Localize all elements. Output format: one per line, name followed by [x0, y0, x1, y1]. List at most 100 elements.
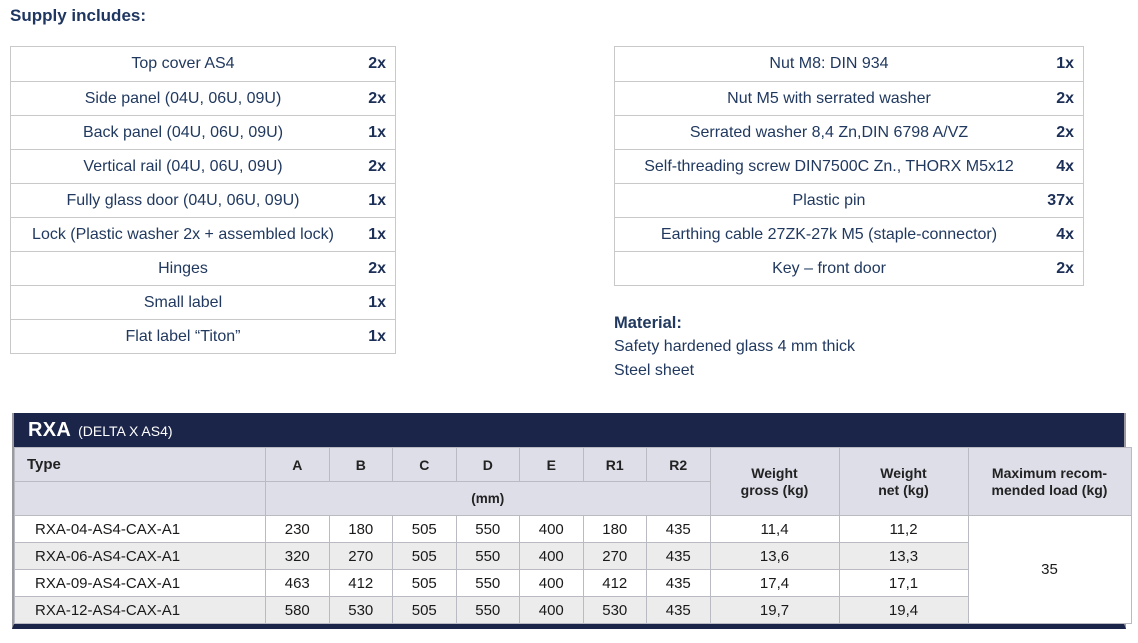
item-qty: 2x [368, 89, 386, 107]
table-row: RXA-06-AS4-CAX-A1 320 270 505 550 400 27… [14, 542, 1132, 570]
item-label: Fully glass door (04U, 06U, 09U) [66, 191, 300, 209]
list-item: Lock (Plastic washer 2x + assembled lock… [11, 217, 395, 251]
item-label: Key – front door [772, 259, 886, 277]
supply-list-right: Nut M8: DIN 934 1x Nut M5 with serrated … [614, 46, 1084, 286]
material-line: Steel sheet [614, 362, 695, 379]
cell-r1: 412 [582, 569, 647, 597]
item-label: Self-threading screw DIN7500C Zn., THORX… [644, 157, 1014, 175]
item-label: Hinges [158, 259, 208, 277]
spec-table-title: RXA [28, 419, 72, 441]
cell-a: 230 [265, 515, 330, 543]
cell-weight-gross: 19,7 [709, 596, 840, 624]
cell-a: 580 [265, 596, 330, 624]
col-header-max-load: Maximum recom- mended load (kg) [967, 447, 1132, 516]
item-qty: 1x [368, 293, 386, 311]
spec-data-table: Type A B C D E R1 R2 Weight gross (kg) W… [14, 447, 1132, 624]
item-label: Side panel (04U, 06U, 09U) [84, 89, 282, 107]
item-label: Top cover AS4 [131, 55, 235, 72]
cell-type: RXA-06-AS4-CAX-A1 [14, 542, 266, 570]
cell-weight-net: 13,3 [838, 542, 969, 570]
item-label: Lock (Plastic washer 2x + assembled lock… [32, 225, 334, 243]
cell-r1: 270 [582, 542, 647, 570]
cell-d: 550 [455, 569, 520, 597]
item-qty: 2x [1056, 123, 1074, 141]
list-item: Side panel (04U, 06U, 09U) 2x [11, 81, 395, 115]
item-qty: 2x [368, 157, 386, 175]
table-row: RXA-12-AS4-CAX-A1 580 530 505 550 400 53… [14, 596, 1132, 624]
cell-r2: 435 [646, 596, 711, 624]
item-label: Plastic pin [792, 191, 866, 209]
list-item: Fully glass door (04U, 06U, 09U) 1x [11, 183, 395, 217]
cell-r2: 435 [646, 542, 711, 570]
item-qty: 37x [1047, 191, 1074, 209]
list-item: Key – front door 2x [615, 251, 1083, 285]
list-item: Plastic pin 37x [615, 183, 1083, 217]
item-qty: 2x [1056, 89, 1074, 107]
item-qty: 4x [1056, 225, 1074, 243]
col-header-c: C [392, 447, 457, 482]
col-header-r2: R2 [646, 447, 711, 482]
cell-max-load: 35 [967, 515, 1132, 624]
item-qty: 1x [368, 123, 386, 141]
cell-d: 550 [455, 542, 520, 570]
cell-b: 270 [328, 542, 393, 570]
cell-c: 505 [392, 596, 457, 624]
item-qty: 1x [1056, 55, 1074, 72]
cell-type: RXA-09-AS4-CAX-A1 [14, 569, 266, 597]
item-qty: 1x [368, 225, 386, 243]
list-item: Nut M8: DIN 934 1x [615, 47, 1083, 81]
list-item: Flat label “Titon” 1x [11, 319, 395, 353]
list-item: Earthing cable 27ZK-27k M5 (staple-conne… [615, 217, 1083, 251]
material-section: Material: Safety hardened glass 4 mm thi… [614, 311, 855, 383]
item-label: Nut M8: DIN 934 [769, 55, 889, 72]
cell-e: 400 [519, 596, 584, 624]
col-header-weight-net: Weight net (kg) [838, 447, 969, 516]
item-label: Vertical rail (04U, 06U, 09U) [83, 157, 283, 175]
cell-weight-net: 11,2 [838, 515, 969, 543]
material-line: Safety hardened glass 4 mm thick [614, 338, 856, 355]
list-item: Vertical rail (04U, 06U, 09U) 2x [11, 149, 395, 183]
cell-r1: 530 [582, 596, 647, 624]
spec-table-title-band: RXA (DELTA X AS4) [14, 413, 1124, 447]
cell-a: 320 [265, 542, 330, 570]
cell-c: 505 [392, 542, 457, 570]
material-heading: Material: [614, 314, 682, 332]
unit-label: (mm) [265, 481, 711, 516]
cell-type: RXA-04-AS4-CAX-A1 [14, 515, 266, 543]
cell-b: 412 [328, 569, 393, 597]
item-qty: 2x [1056, 259, 1074, 277]
item-label: Back panel (04U, 06U, 09U) [82, 123, 284, 141]
list-item: Serrated washer 8,4 Zn,DIN 6798 A/VZ 2x [615, 115, 1083, 149]
cell-weight-net: 17,1 [838, 569, 969, 597]
cell-e: 400 [519, 569, 584, 597]
list-item: Back panel (04U, 06U, 09U) 1x [11, 115, 395, 149]
item-label: Small label [143, 293, 223, 311]
cell-b: 530 [328, 596, 393, 624]
cell-c: 505 [392, 569, 457, 597]
list-item: Hinges 2x [11, 251, 395, 285]
cell-d: 550 [455, 515, 520, 543]
item-label: Earthing cable 27ZK-27k M5 (staple-conne… [660, 225, 998, 243]
cell-d: 550 [455, 596, 520, 624]
cell-e: 400 [519, 515, 584, 543]
empty-header-cell [14, 481, 266, 516]
cell-e: 400 [519, 542, 584, 570]
item-qty: 4x [1056, 157, 1074, 175]
item-qty: 2x [368, 259, 386, 277]
col-header-d: D [455, 447, 520, 482]
cell-weight-gross: 11,4 [709, 515, 840, 543]
supply-list-left: Top cover AS4 2x Side panel (04U, 06U, 0… [10, 46, 396, 354]
list-item: Self-threading screw DIN7500C Zn., THORX… [615, 149, 1083, 183]
col-header-b: B [328, 447, 393, 482]
item-qty: 1x [368, 191, 386, 209]
page-title: Supply includes: [10, 6, 147, 25]
item-label: Nut M5 with serrated washer [727, 89, 931, 107]
col-header-type: Type [14, 447, 266, 482]
cell-r1: 180 [582, 515, 647, 543]
cell-r2: 435 [646, 569, 711, 597]
cell-r2: 435 [646, 515, 711, 543]
table-row: RXA-04-AS4-CAX-A1 230 180 505 550 400 18… [14, 515, 1132, 624]
list-item: Nut M5 with serrated washer 2x [615, 81, 1083, 115]
table-row: RXA-09-AS4-CAX-A1 463 412 505 550 400 41… [14, 569, 1132, 597]
item-qty: 1x [368, 327, 386, 345]
